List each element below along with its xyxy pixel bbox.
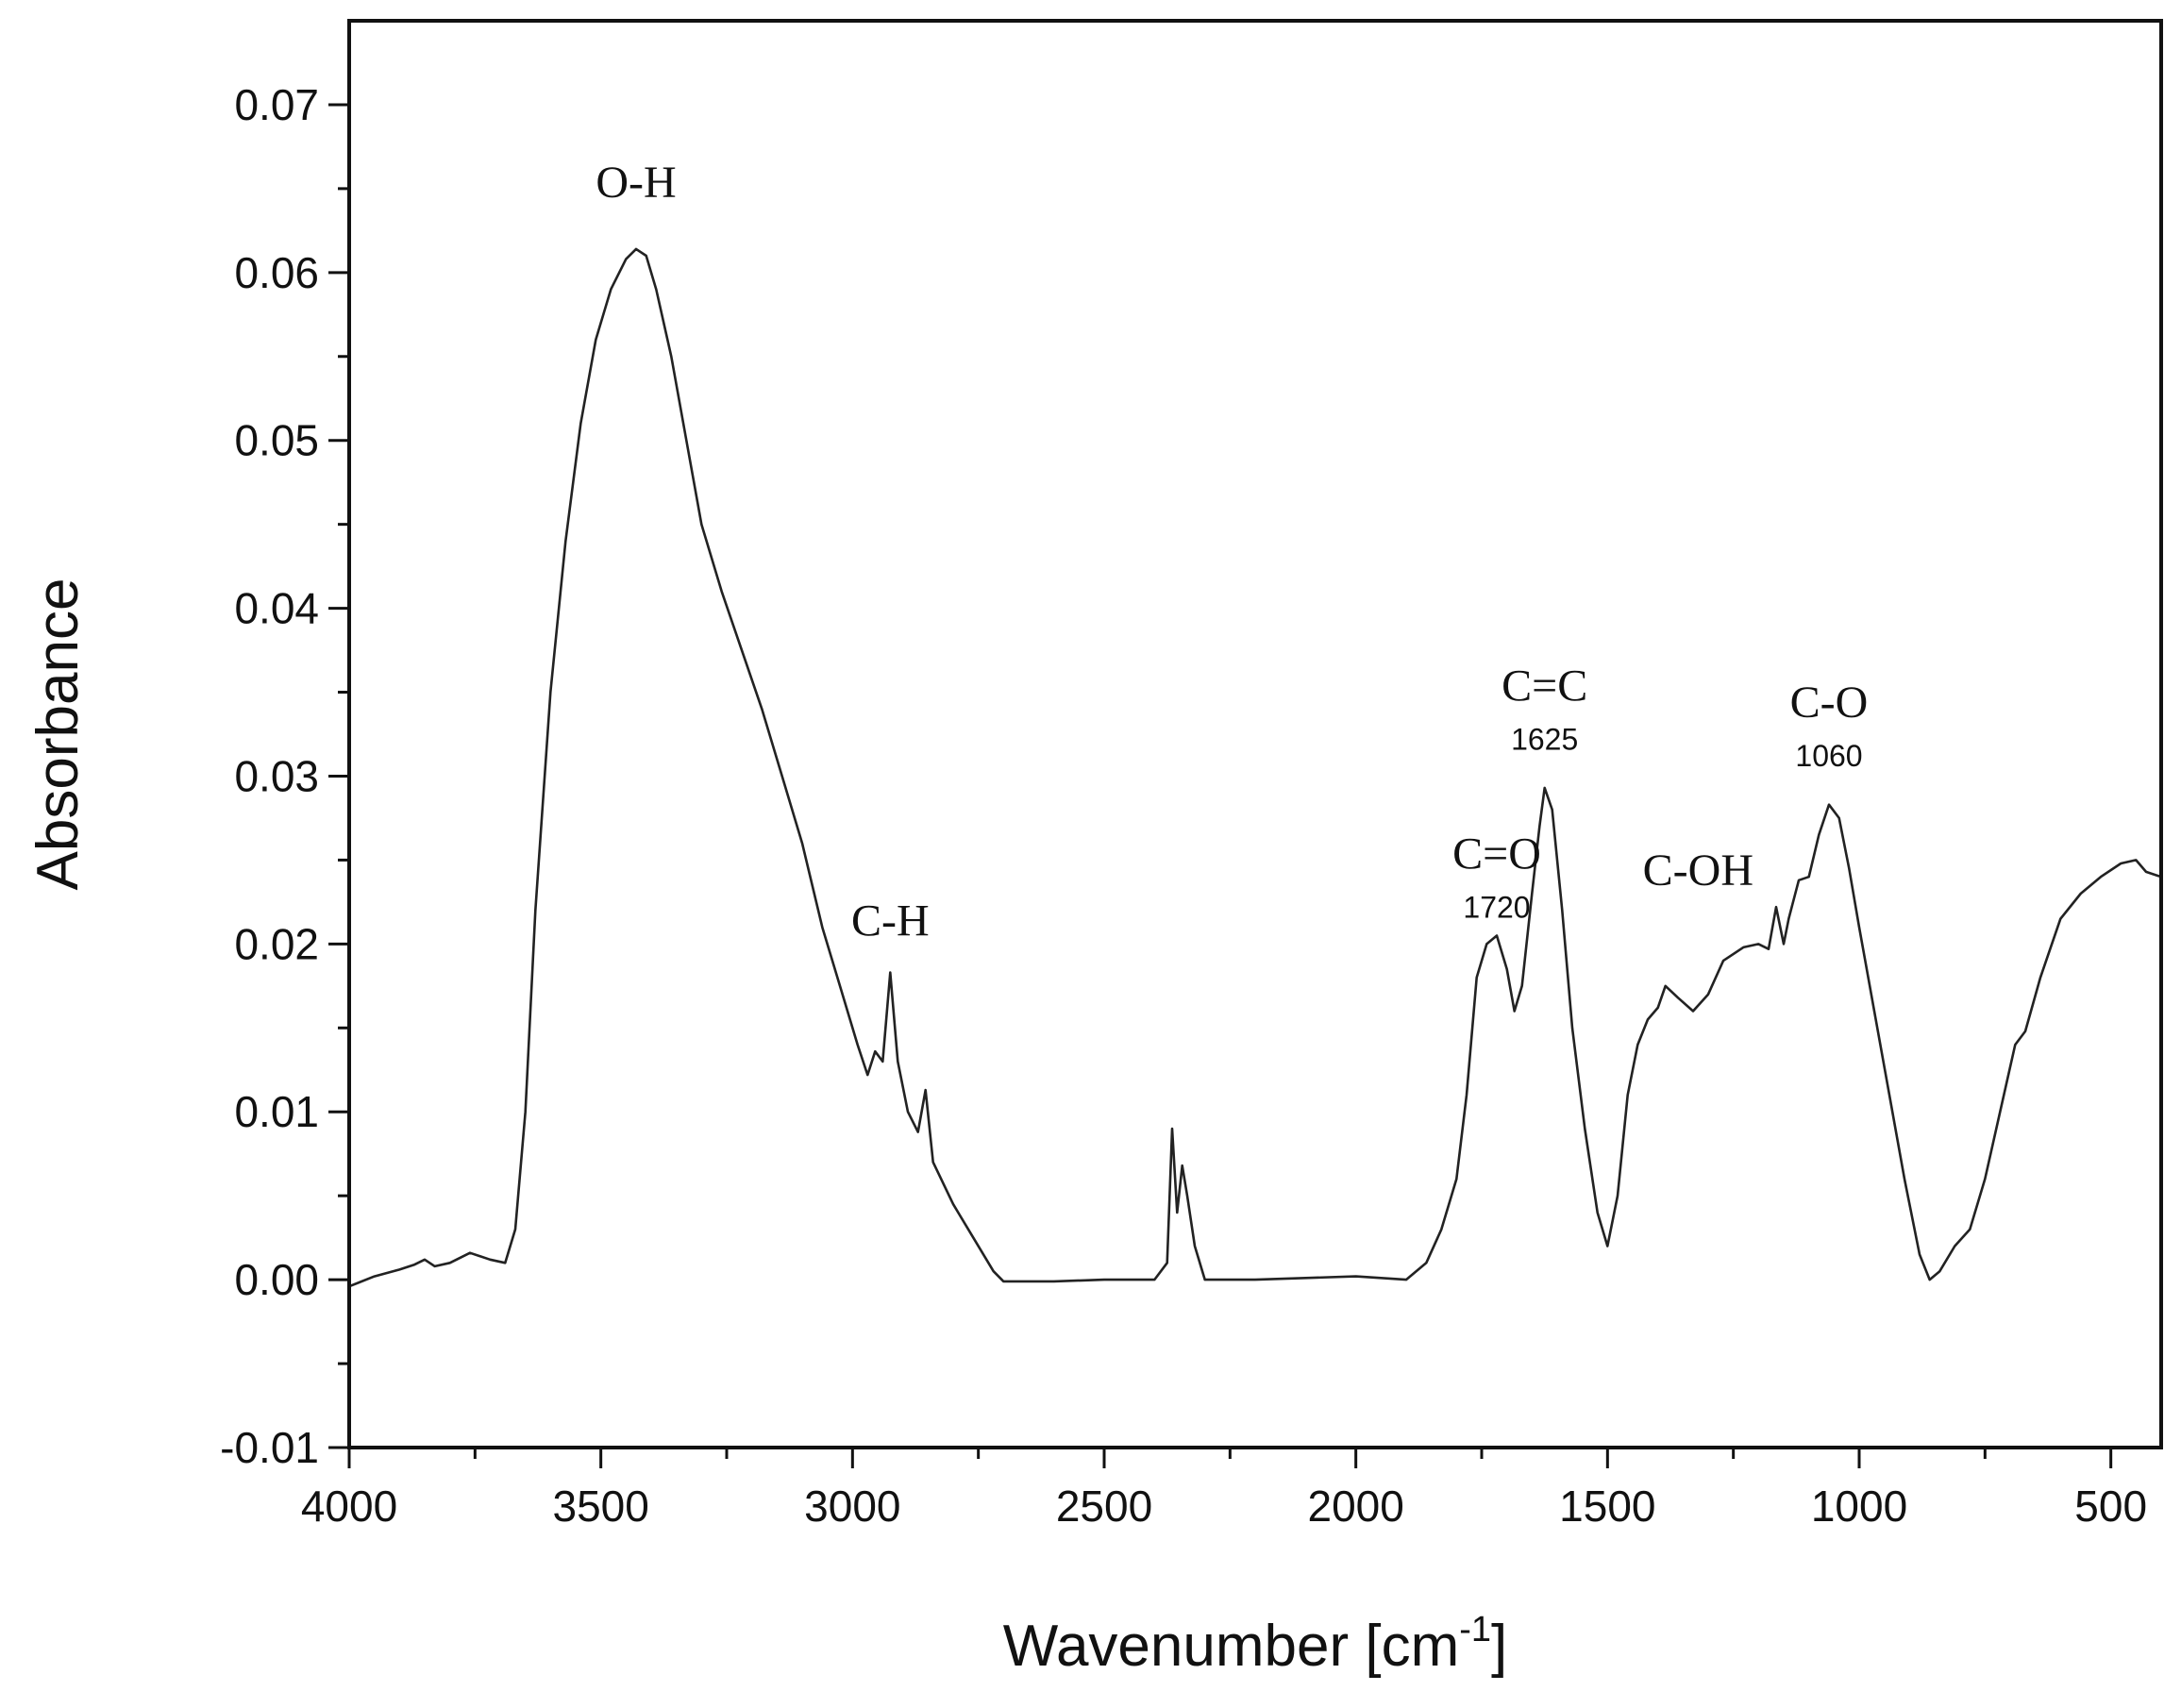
peak-wavenumber-1060: 1060	[1795, 739, 1862, 773]
x-tick-label-500: 500	[2074, 1482, 2147, 1531]
peak-annotations: O-H C-H C=O 1720 C=C 1625 C-OH C-O 1060	[596, 158, 1868, 946]
peak-label-c-o: C=O	[1452, 829, 1541, 879]
x-tick-label-3500: 3500	[552, 1482, 648, 1531]
x-tick-label-4000: 4000	[301, 1482, 397, 1531]
peak-label-o-h: O-H	[596, 158, 676, 208]
y-tick-label--0.01: -0.01	[220, 1423, 319, 1472]
y-tick-label-0.01: 0.01	[234, 1087, 319, 1136]
x-axis-title-superscript: -1	[1459, 1610, 1491, 1649]
x-tick-label-2500: 2500	[1056, 1482, 1152, 1531]
x-tick-label-3000: 3000	[804, 1482, 900, 1531]
axis-tick-labels: 4000 3500 3000 2500 2000 1500 1000 500 -0.01 0.00…	[220, 80, 2147, 1531]
y-tick-label-0.04: 0.04	[234, 584, 319, 633]
plot-frame	[347, 19, 2163, 1449]
x-axis-title-main: Wavenumber [cm	[1003, 1614, 1460, 1679]
peak-wavenumber-1625: 1625	[1511, 722, 1578, 756]
y-tick-label-0.07: 0.07	[234, 80, 319, 129]
y-tick-label-0.05: 0.05	[234, 416, 319, 465]
y-tick-label-0.06: 0.06	[234, 248, 319, 297]
y-tick-label-0.03: 0.03	[234, 751, 319, 800]
spectrum-line-0	[348, 247, 2162, 1288]
y-axis-title: Absorbance	[25, 578, 91, 891]
y-tick-label-0.00: 0.00	[234, 1255, 319, 1304]
axis-ticks	[328, 103, 2113, 1468]
peak-wavenumber-1720: 1720	[1463, 890, 1530, 924]
x-tick-label-1000: 1000	[1811, 1482, 1907, 1531]
x-axis-title: Wavenumber [cm-1]	[1003, 1610, 1508, 1679]
peak-label-c-oh: C-OH	[1643, 846, 1753, 896]
x-tick-label-1500: 1500	[1559, 1482, 1655, 1531]
x-axis-title-suffix: ]	[1491, 1614, 1507, 1679]
x-tick-label-2000: 2000	[1307, 1482, 1403, 1531]
y-tick-label-0.02: 0.02	[234, 919, 319, 968]
peak-label-c-h: C-H	[851, 896, 930, 946]
peak-label-c-c: C=C	[1502, 661, 1587, 711]
peak-label-c-o: C-O	[1790, 678, 1869, 728]
series-layer	[348, 247, 2162, 1288]
